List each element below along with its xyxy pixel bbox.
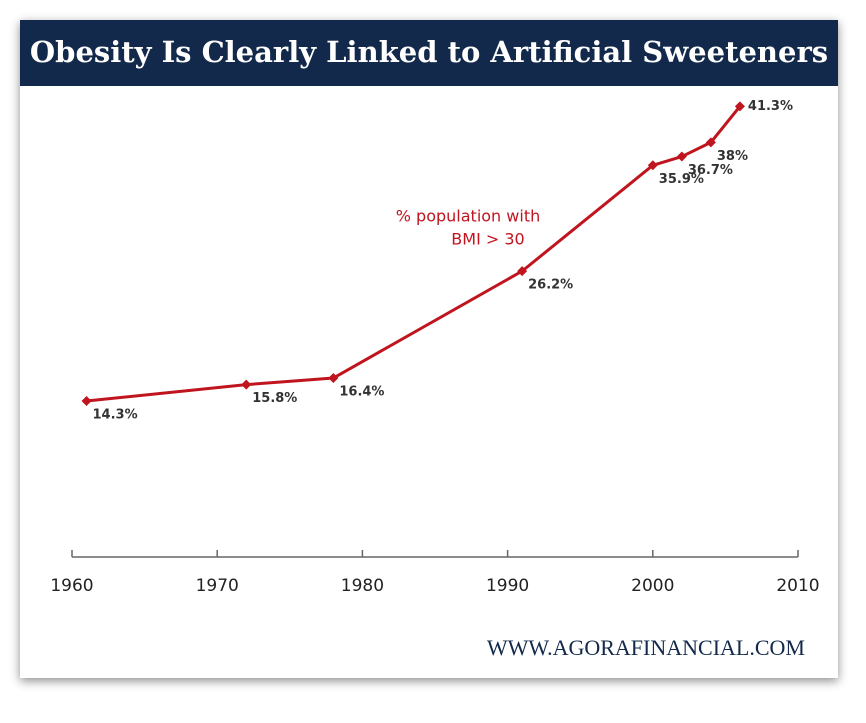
point: [676, 151, 687, 162]
data-label: 36.7%: [688, 163, 733, 178]
x-tick-label: 1960: [50, 576, 93, 596]
point: [241, 379, 252, 390]
chart-title: Obesity Is Clearly Linked to Artificial …: [30, 35, 828, 69]
data-label: 26.2%: [528, 278, 573, 293]
data-label: 35.9%: [659, 172, 704, 187]
x-tick-label: 2000: [631, 576, 674, 596]
data-label: 38%: [717, 149, 748, 164]
data-label: 16.4%: [339, 385, 384, 400]
data-label: 15.8%: [252, 391, 297, 406]
annotation: % population with: [396, 207, 540, 226]
card: [20, 20, 838, 678]
point: [517, 266, 528, 277]
data-label: 41.3%: [748, 99, 793, 114]
point: [328, 373, 339, 384]
point: [647, 160, 658, 171]
source: WWW.AGORAFINANCIAL.COM: [487, 635, 805, 660]
annotation: BMI > 30: [451, 230, 524, 249]
x-tick-label: 1980: [341, 576, 384, 596]
point: [734, 101, 745, 112]
point: [705, 137, 716, 148]
x-tick-label: 2010: [776, 576, 819, 596]
x-tick-label: 1990: [486, 576, 529, 596]
title-band: [20, 20, 838, 86]
line: [86, 105, 742, 403]
point: [81, 395, 92, 406]
data-label: 14.3%: [93, 407, 138, 422]
x-tick-label: 1970: [196, 576, 239, 596]
